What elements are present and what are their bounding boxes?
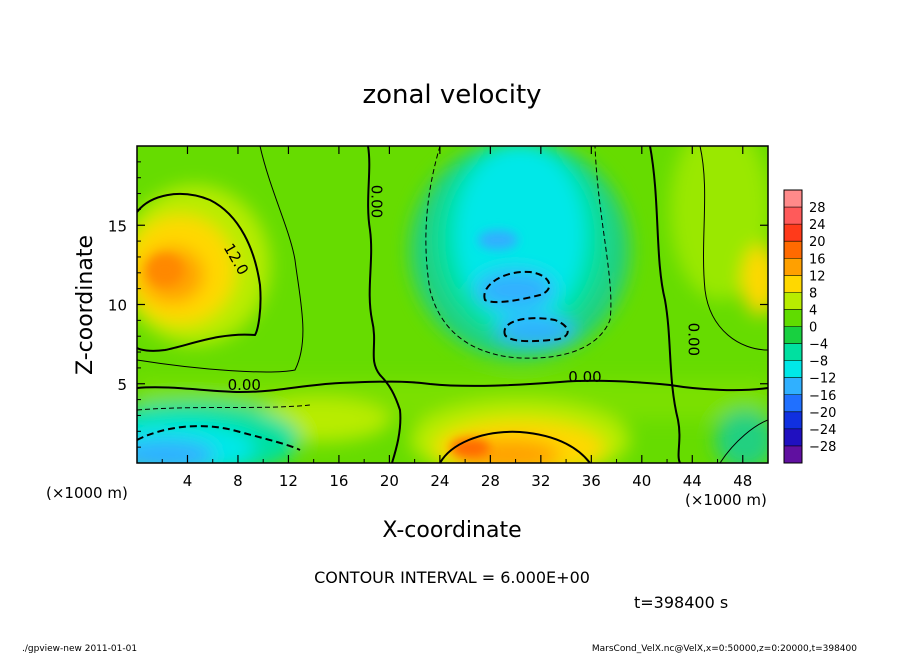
colorbar-label: 20 [809, 235, 826, 250]
colorbar-swatch [784, 326, 802, 345]
colorbar-swatch [784, 224, 802, 242]
colorbar-swatch [784, 292, 802, 310]
y-tick-label: 5 [117, 376, 127, 394]
x-tick-label: 12 [279, 472, 298, 490]
x-tick-label: 48 [733, 472, 752, 490]
colorbar-label: 16 [809, 252, 826, 267]
colorbar-swatch [784, 309, 802, 327]
colorbar-label: −28 [809, 440, 836, 455]
y-axis-label: Z-coordinate [73, 235, 98, 375]
colorbar-label: 24 [809, 218, 826, 233]
x-axis-ticks: 4 8 12 16 20 24 28 32 36 40 44 48 [161, 146, 752, 490]
colorbar-swatch [784, 275, 802, 293]
x-tick-label: 8 [233, 472, 243, 490]
colorbar-label: −20 [809, 406, 836, 421]
colorbar-label: −24 [809, 423, 836, 438]
colorbar-swatch [784, 411, 802, 430]
x-tick-label: 16 [329, 472, 348, 490]
colorbar-swatch [784, 428, 802, 447]
x-axis-label: X-coordinate [382, 518, 521, 543]
colorbar-label: 8 [809, 286, 817, 301]
colorbar-swatch [784, 377, 802, 396]
x-tick-label: 20 [380, 472, 399, 490]
colorbar [783, 189, 803, 464]
colorbar-label: −8 [809, 355, 828, 370]
colorbar-swatch [784, 207, 802, 225]
contour-label: 0.00 [228, 376, 261, 394]
contour-interval-note: CONTOUR INTERVAL = 6.000E+00 [314, 568, 590, 587]
contour-label: 0.00 [368, 185, 386, 218]
x-tick-label: 32 [531, 472, 550, 490]
chart-title: zonal velocity [362, 80, 541, 110]
colorbar-label: 28 [809, 201, 826, 216]
x-tick-label: 44 [683, 472, 702, 490]
y-tick-label: 15 [108, 217, 127, 235]
colorbar-label: 12 [809, 269, 826, 284]
footer-right: MarsCond_VelX.nc@VelX,x=0:50000,z=0:2000… [592, 644, 857, 654]
colorbar-label: 0 [809, 321, 817, 336]
colorbar-swatch [784, 190, 802, 208]
colorbar-label: 4 [809, 303, 817, 318]
colorbar-swatch [784, 360, 802, 379]
time-label: t=398400 s [634, 593, 728, 612]
colorbar-swatch [784, 343, 802, 362]
colorbar-label: −4 [809, 338, 828, 353]
x-tick-label: 40 [632, 472, 651, 490]
footer-left: ./gpview-new 2011-01-01 [22, 644, 137, 654]
x-tick-label: 28 [481, 472, 500, 490]
heatmap-field [137, 146, 768, 463]
colorbar-swatch [784, 445, 802, 464]
colorbar-labels: 28 24 20 16 12 8 4 0 −4 −8 −12 −16 −20 −24 −28 [809, 201, 836, 455]
colorbar-label: −16 [809, 389, 836, 404]
y-tick-label: 10 [108, 297, 127, 315]
contour-label: 0.00 [568, 368, 601, 386]
x-tick-label: 24 [430, 472, 449, 490]
colorbar-label: −12 [809, 372, 836, 387]
x-tick-label: 4 [183, 472, 193, 490]
colorbar-swatch [784, 241, 802, 259]
colorbar-swatch [784, 394, 802, 413]
x-axis-unit-right: (×1000 m) [685, 491, 767, 509]
x-tick-label: 36 [582, 472, 601, 490]
y-axis-ticks: 5 10 15 [108, 161, 768, 448]
x-axis-unit-left: (×1000 m) [46, 484, 128, 502]
colorbar-swatch [784, 258, 802, 276]
contour-labels: 12.00.000.00 0.000.00 [220, 185, 703, 394]
contour-label: 0.00 [684, 323, 702, 356]
